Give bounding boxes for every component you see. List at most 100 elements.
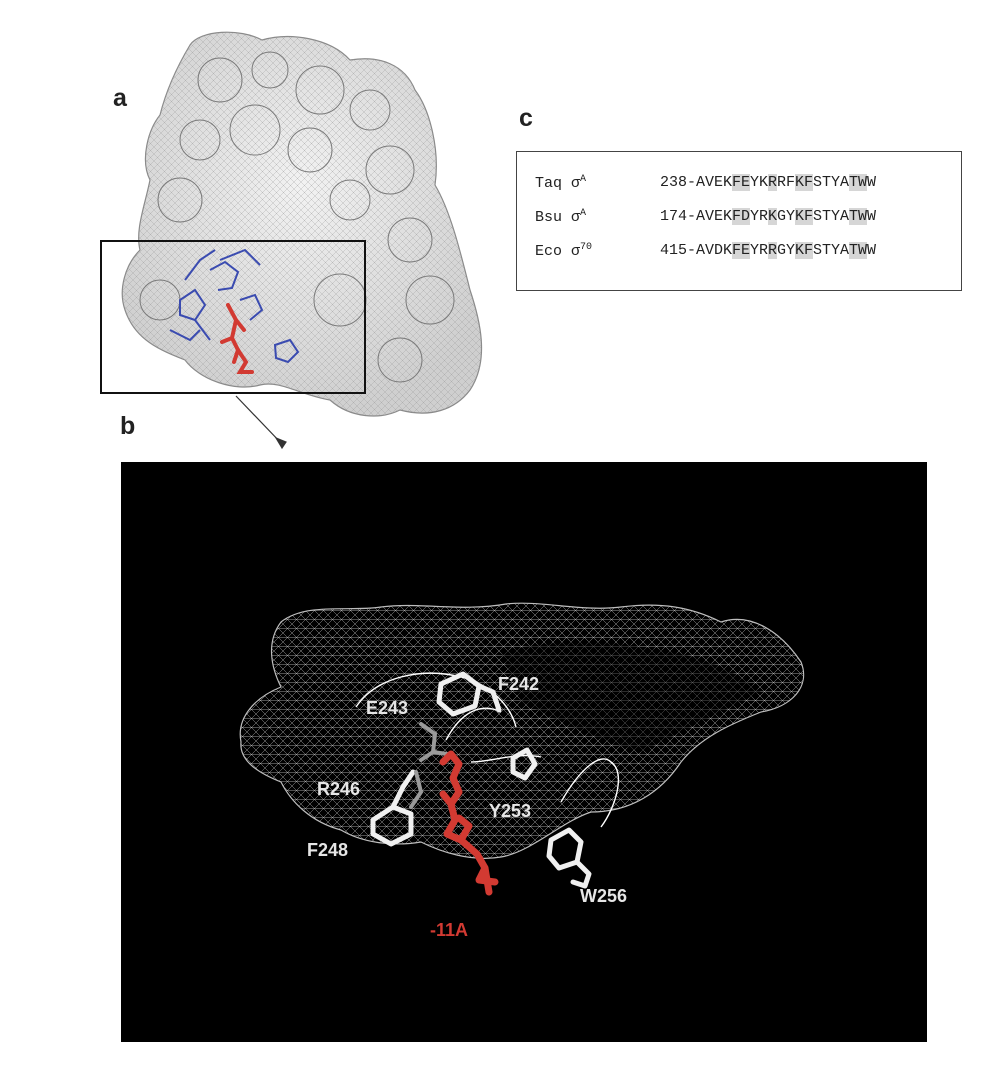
label-f248: F248 (307, 840, 349, 860)
panel-a-surface-figure (100, 31, 483, 450)
residue-sticks-blue (169, 248, 300, 364)
sequence-char: Y (750, 174, 760, 191)
inset-box (100, 240, 366, 394)
species-name: Bsu (535, 209, 563, 226)
sequence-char: A (840, 174, 850, 191)
sequence-char: K (723, 174, 733, 191)
sequence-char: F (804, 242, 814, 259)
sequence-char: D (741, 208, 751, 225)
sequence-char: Y (750, 242, 760, 259)
sequence-char: E (741, 174, 751, 191)
mesh-surface-view (239, 602, 805, 896)
nucleotide-red-b (439, 750, 499, 896)
sequence-char: 2 (660, 174, 670, 191)
sequence-char: K (795, 174, 805, 191)
sequence-char: A (696, 174, 706, 191)
sequence-char: V (705, 208, 715, 225)
sequence-text: 238-AVEKFEYKRRFKFSTYATWW (660, 174, 876, 191)
sequence-char: R (759, 208, 769, 225)
panel-label-b: b (120, 412, 136, 440)
sequence-char: R (768, 174, 778, 191)
sequence-char: Y (831, 208, 841, 225)
species-label: Bsu σA (535, 208, 586, 226)
label-y253: Y253 (489, 801, 532, 821)
molecular-surface (121, 31, 483, 417)
residue-sticks-grey (409, 722, 449, 809)
sequence-char: 8 (678, 174, 688, 191)
sequence-char: E (741, 242, 751, 259)
sequence-char: Y (831, 242, 841, 259)
sequence-char: 3 (669, 174, 679, 191)
sequence-char: F (786, 174, 796, 191)
sequence-char: F (804, 174, 814, 191)
sequence-char: F (732, 174, 742, 191)
sequence-char: F (732, 208, 742, 225)
sequence-char: K (795, 208, 805, 225)
sequence-char: G (777, 208, 787, 225)
sigma-symbol: σ (571, 209, 581, 226)
label-w256: W256 (580, 886, 628, 906)
sequence-char: F (732, 242, 742, 259)
sequence-char: D (714, 242, 724, 259)
sequence-char: V (705, 174, 715, 191)
sequence-char: R (759, 242, 769, 259)
sequence-char: T (822, 208, 832, 225)
sequence-char: V (705, 242, 715, 259)
sequence-char: Y (786, 242, 796, 259)
sequence-char: K (768, 208, 778, 225)
sequence-char: F (804, 208, 814, 225)
species-label: Eco σ70 (535, 242, 592, 260)
sequence-char: T (849, 208, 859, 225)
sequence-char: K (723, 208, 733, 225)
label-r246: R246 (317, 779, 361, 799)
sequence-char: E (714, 208, 724, 225)
panel-b-zoom-figure: F242 E243 R246 F248 Y253 W256 -11A (121, 462, 927, 1042)
sequence-char: K (795, 242, 805, 259)
sequence-text: 174-AVEKFDYRKGYKFSTYATWW (660, 208, 876, 225)
sequence-char: T (849, 174, 859, 191)
sequence-char: 1 (660, 208, 670, 225)
sequence-text: 415-AVDKFEYRRGYKFSTYATWW (660, 242, 876, 259)
sequence-char: 1 (669, 242, 679, 259)
sigma-superscript: A (580, 208, 587, 219)
sequence-char: G (777, 242, 787, 259)
sequence-char: T (849, 242, 859, 259)
sequence-char: S (813, 208, 823, 225)
sequence-char: W (858, 208, 868, 225)
species-label: Taq σA (535, 174, 586, 192)
mesh-surface (239, 602, 805, 859)
sequence-char: Y (831, 174, 841, 191)
sequence-char: 4 (660, 242, 670, 259)
sequence-char: 7 (669, 208, 679, 225)
sequence-char: R (777, 174, 787, 191)
sequence-alignment-box: Taq σA 238-AVEKFEYKRRFKFSTYATWW Bsu σA 1… (516, 151, 962, 291)
sequence-char: E (714, 174, 724, 191)
sequence-char: W (867, 208, 877, 225)
species-name: Eco (535, 243, 563, 260)
sigma-symbol: σ (571, 175, 581, 192)
sequence-char: 5 (678, 242, 688, 259)
sigma-superscript: A (580, 174, 587, 185)
inset-arrow (235, 395, 287, 450)
sequence-char: K (723, 242, 733, 259)
sequence-char: A (696, 208, 706, 225)
sequence-char: T (822, 174, 832, 191)
sequence-char: A (840, 242, 850, 259)
species-name: Taq (535, 175, 563, 192)
panel-label-a: a (113, 84, 127, 112)
sequence-char: K (759, 174, 769, 191)
sequence-char: W (867, 242, 877, 259)
sequence-char: - (687, 242, 697, 259)
sequence-char: W (867, 174, 877, 191)
panel-label-c: c (519, 104, 533, 132)
sequence-char: A (840, 208, 850, 225)
nucleotide-red-a (220, 303, 254, 374)
label-minus-11a: -11A (430, 920, 469, 940)
sequence-char: A (696, 242, 706, 259)
sequence-char: Y (786, 208, 796, 225)
sequence-char: Y (750, 208, 760, 225)
sequence-char: 4 (678, 208, 688, 225)
sigma-symbol: σ (571, 243, 581, 260)
sequence-char: S (813, 242, 823, 259)
residue-sticks-white (370, 671, 592, 889)
